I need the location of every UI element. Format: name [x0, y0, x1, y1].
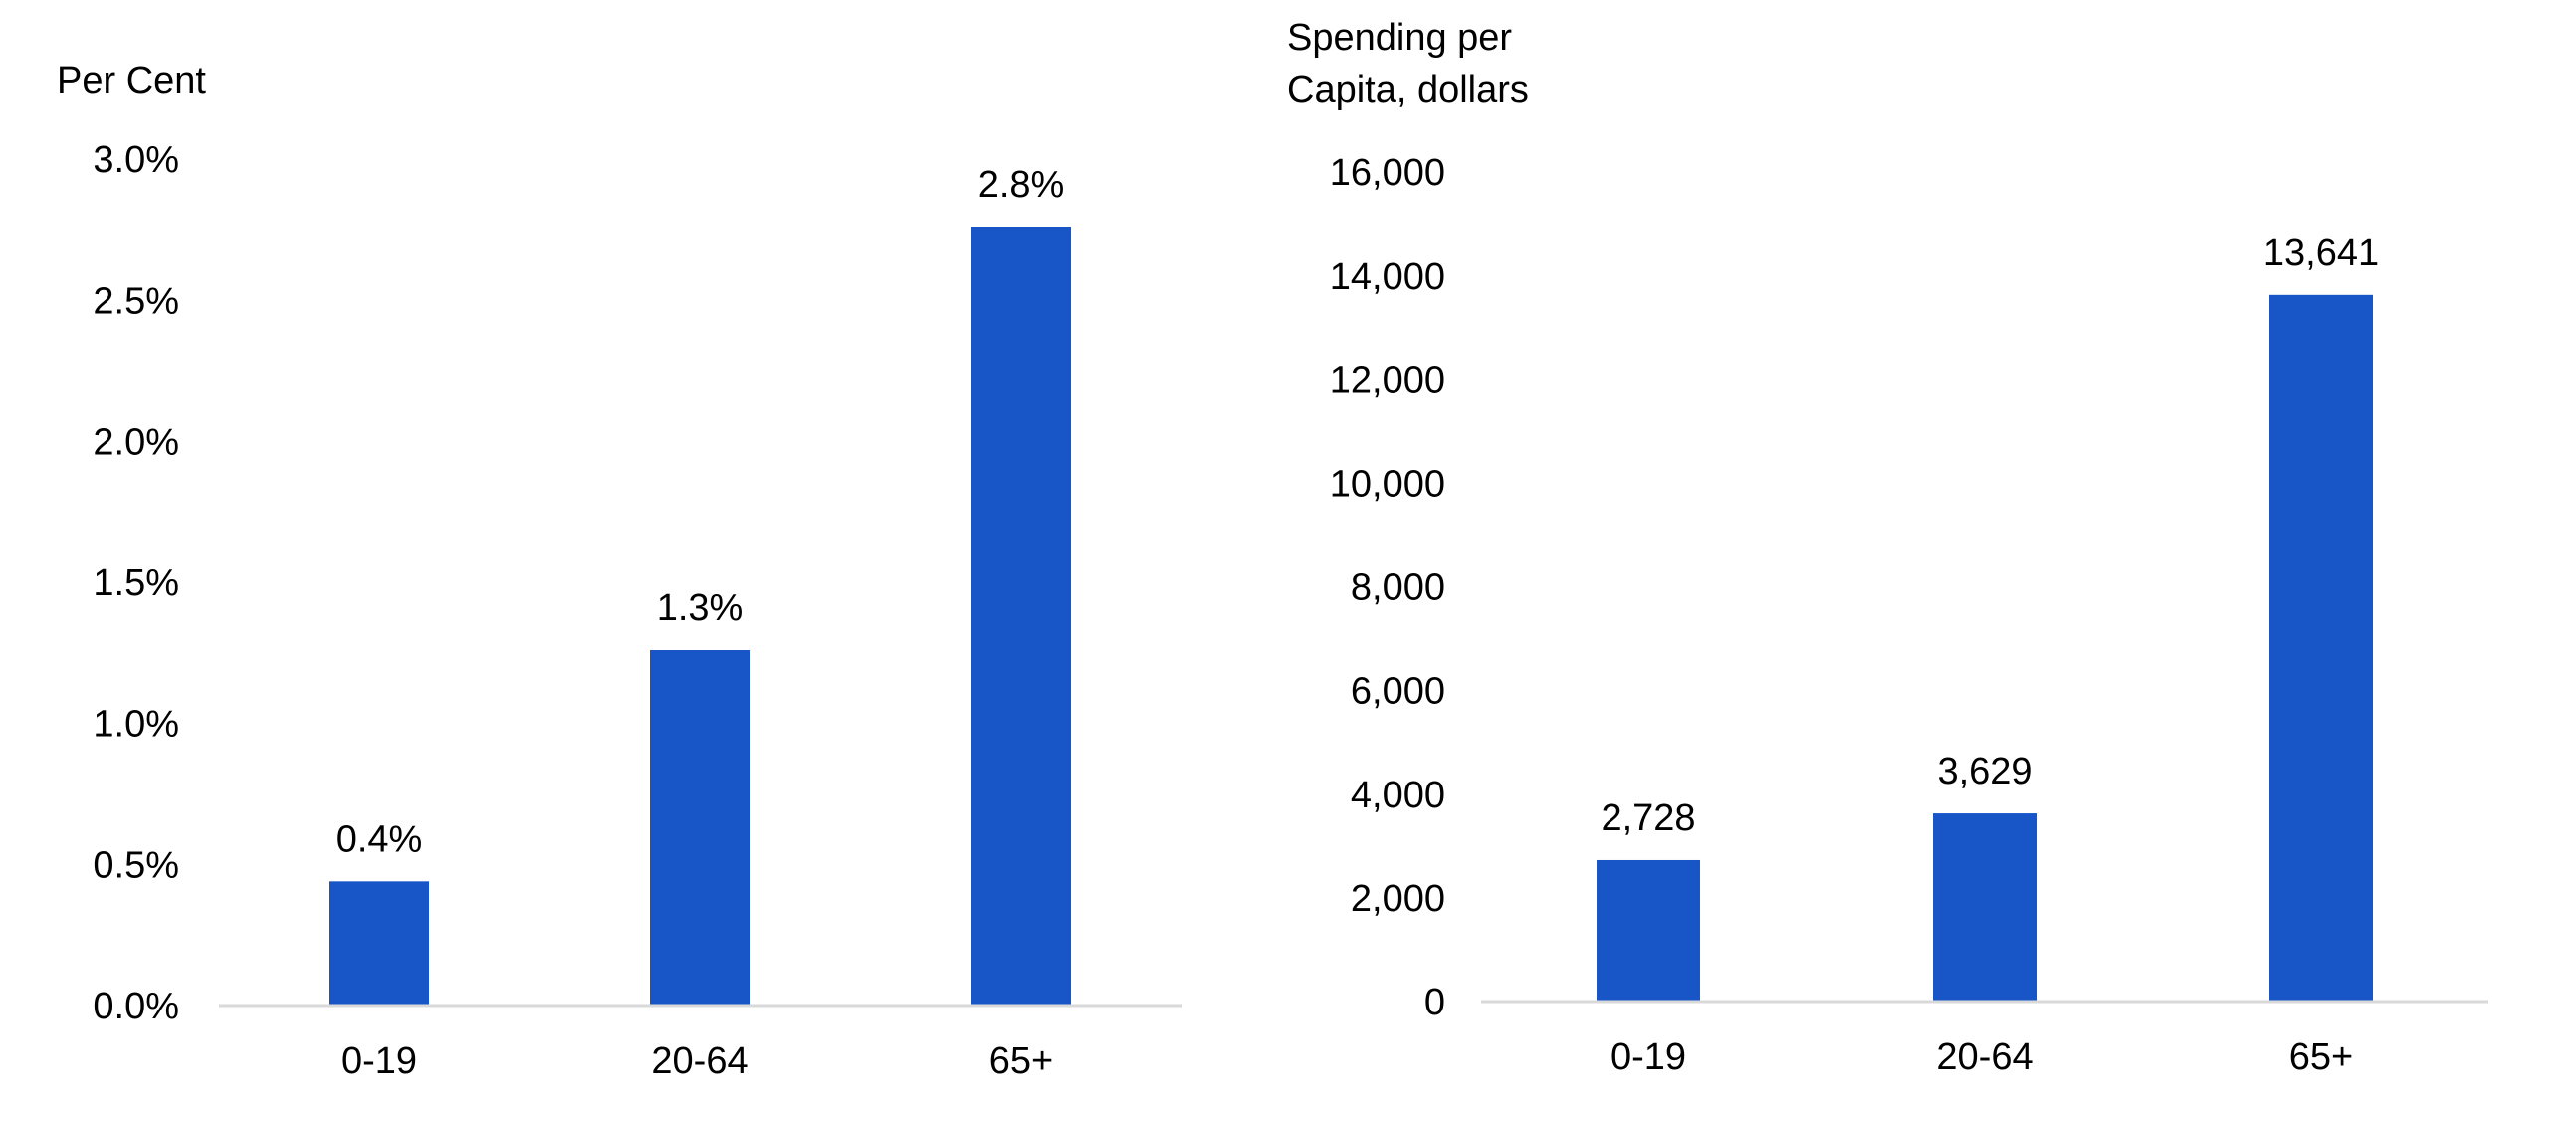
- y-tick-label: 14,000: [1330, 256, 1445, 298]
- bar-20-64: [1933, 813, 2037, 1002]
- y-tick-label: 3.0%: [93, 139, 179, 181]
- bar-data-label: 0.4%: [336, 818, 423, 860]
- bar-data-label: 2.8%: [978, 164, 1065, 206]
- x-category-label: 0-19: [1610, 1036, 1686, 1078]
- x-category-label: 20-64: [651, 1040, 748, 1082]
- y-tick-label: 6,000: [1351, 671, 1445, 713]
- y-axis-title-line: Capita, dollars: [1287, 69, 1529, 111]
- chart-panel-spending: Spending per Capita, dollars 0 2,000 4,000 6,…: [1287, 17, 2488, 1078]
- y-tick-label: 1.0%: [93, 704, 179, 746]
- bar-data-label: 3,629: [1937, 751, 2032, 792]
- bar-data-label: 1.3%: [657, 587, 744, 629]
- bar-data-label: 13,641: [2263, 232, 2379, 274]
- y-tick-label: 16,000: [1330, 152, 1445, 194]
- y-tick-label: 2,000: [1351, 878, 1445, 920]
- x-category-label: 20-64: [1936, 1036, 2033, 1078]
- y-axis-title-line: Spending per: [1287, 17, 1512, 59]
- y-tick-label: 12,000: [1330, 359, 1445, 401]
- bar-20-64: [650, 650, 750, 1006]
- y-tick-label: 1.5%: [93, 562, 179, 604]
- x-category-label: 65+: [989, 1040, 1053, 1082]
- y-tick-label: 8,000: [1351, 567, 1445, 609]
- chart-panel-share: Per Cent 0.0% 0.5% 1.0% 1.5% 2.0% 2.5% 3.0% 0.4%…: [57, 60, 1182, 1082]
- y-tick-label: 0: [1424, 982, 1445, 1023]
- y-tick-label: 0.0%: [93, 986, 179, 1027]
- y-tick-label: 2.0%: [93, 421, 179, 463]
- bar-0-19: [1597, 859, 1700, 1002]
- x-category-label: 0-19: [341, 1040, 417, 1082]
- y-axis-title-line: Per Cent: [57, 60, 206, 102]
- y-tick-label: 4,000: [1351, 775, 1445, 816]
- bar-0-19: [329, 881, 429, 1006]
- bar-data-label: 2,728: [1601, 797, 1695, 839]
- x-category-label: 65+: [2289, 1036, 2353, 1078]
- bar-65plus: [2269, 294, 2373, 1002]
- y-tick-label: 2.5%: [93, 281, 179, 323]
- y-tick-label: 10,000: [1330, 463, 1445, 505]
- bar-65plus: [971, 227, 1071, 1006]
- y-tick-label: 0.5%: [93, 844, 179, 886]
